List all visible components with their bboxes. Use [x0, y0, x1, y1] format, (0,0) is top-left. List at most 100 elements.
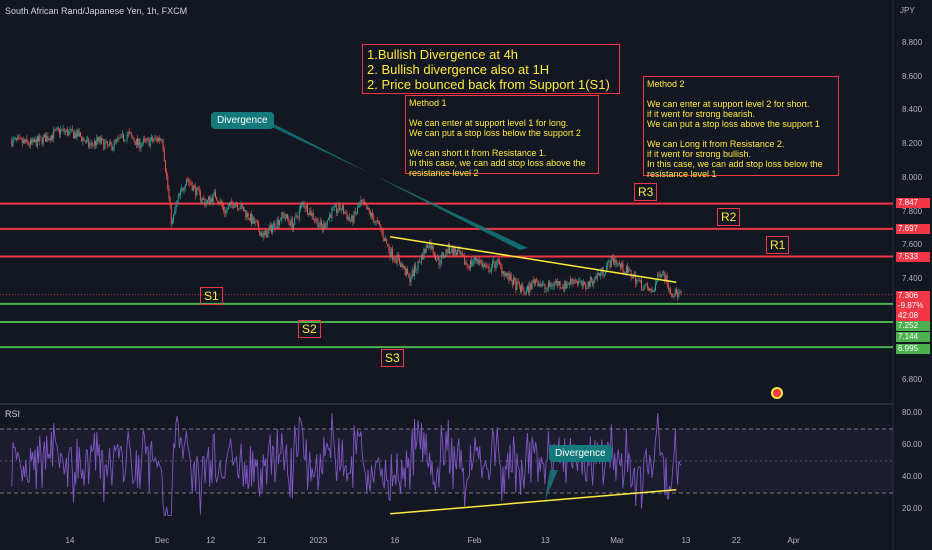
candle-body: [436, 259, 438, 261]
candle-body: [301, 203, 303, 206]
candle-body: [657, 273, 659, 281]
candle-body: [660, 274, 662, 277]
label-r3[interactable]: R3: [634, 183, 658, 201]
candle-body: [286, 214, 288, 218]
candle-body: [134, 141, 136, 146]
candle-body: [262, 232, 264, 238]
candle-body: [280, 219, 282, 221]
rsi-tick-label: 20.00: [902, 504, 923, 513]
economic-event-icon[interactable]: [771, 387, 783, 399]
candle-body: [281, 212, 283, 220]
time-tick-label: 13: [540, 536, 550, 545]
candle-body: [445, 249, 447, 256]
candle-body: [282, 212, 284, 215]
candle-body: [67, 129, 69, 136]
rsi-pane-label[interactable]: RSI: [5, 409, 21, 419]
candle-body: [610, 256, 612, 268]
candle-body: [511, 281, 513, 286]
candle-body: [496, 259, 498, 266]
candle-body: [524, 292, 526, 294]
candle-body: [247, 212, 249, 219]
candle-body: [547, 282, 549, 289]
candle-body: [197, 187, 199, 189]
candle-body: [658, 273, 660, 275]
candle-body: [578, 281, 580, 284]
candle-body: [535, 279, 537, 284]
label-s3[interactable]: S3: [381, 349, 404, 367]
candle-body: [171, 220, 173, 224]
candle-body: [370, 212, 372, 217]
candle-body: [631, 277, 633, 279]
candle-body: [135, 138, 137, 146]
label-s2[interactable]: S2: [298, 320, 321, 338]
candle-body: [155, 137, 157, 139]
candle-body: [189, 181, 191, 184]
candle-body: [266, 230, 268, 238]
candle-body: [215, 191, 216, 197]
candle-body: [391, 248, 393, 259]
candle-body: [77, 129, 79, 137]
price-tick-label: 8.400: [902, 105, 923, 115]
candle-body: [219, 200, 221, 204]
candle-body: [121, 133, 123, 135]
candle-body: [56, 128, 58, 129]
candle-body: [497, 259, 499, 261]
candle-body: [114, 140, 116, 142]
candle-body: [643, 286, 645, 291]
candle-body: [471, 260, 473, 265]
candle-body: [36, 136, 38, 147]
candle-body: [137, 138, 139, 145]
candle-body: [41, 137, 43, 144]
candle-body: [363, 201, 365, 205]
candle-body: [141, 143, 143, 146]
candle-body: [405, 268, 407, 275]
candle-body: [180, 189, 182, 196]
candle-body: [39, 136, 41, 142]
candle-body: [244, 210, 246, 212]
divergence-price-callout[interactable]: Divergence: [211, 112, 274, 129]
label-r2[interactable]: R2: [717, 208, 741, 226]
method2-annotation[interactable]: Method 2 We can enter at support level 2…: [643, 76, 839, 179]
candle-body: [581, 280, 583, 287]
price-trendline: [389, 236, 677, 284]
candle-body: [55, 128, 57, 131]
label-s1[interactable]: S1: [200, 287, 223, 305]
candle-body: [416, 269, 418, 270]
candle-body: [15, 138, 17, 140]
candle-body: [382, 231, 384, 238]
candle-body: [82, 138, 84, 142]
candle-body: [97, 137, 99, 141]
candle-body: [651, 289, 653, 292]
candle-body: [299, 205, 301, 210]
candle-body: [563, 287, 565, 289]
candle-body: [327, 217, 329, 221]
candle-body: [226, 209, 228, 211]
price-tick-label: 8.600: [902, 71, 923, 81]
summary-annotation[interactable]: 1.Bullish Divergence at 4h 2. Bullish di…: [362, 44, 620, 94]
candle-body: [310, 210, 312, 216]
candle-body: [462, 255, 464, 257]
candle-body: [628, 269, 630, 273]
candle-body: [235, 203, 237, 205]
label-r1[interactable]: R1: [766, 236, 790, 254]
candle-body: [488, 266, 490, 273]
divergence-rsi-callout[interactable]: Divergence: [549, 445, 612, 462]
price-tag-current: 7.306: [896, 291, 930, 301]
symbol-title[interactable]: South African Rand/Japanese Yen, 1h, FXC…: [5, 6, 188, 16]
candle-body: [414, 265, 416, 277]
candle-body: [334, 205, 336, 207]
price-tag-r2: 7.697: [896, 224, 930, 234]
candle-body: [362, 201, 364, 203]
price-tag-s1: 7.252: [896, 321, 930, 331]
candle-body: [295, 215, 297, 217]
time-tick-label: 13: [681, 536, 691, 545]
candle-body: [409, 274, 411, 283]
candle-body: [202, 197, 204, 201]
candle-body: [545, 288, 547, 290]
price-tag-r1: 7.533: [896, 252, 930, 262]
candle-body: [333, 205, 335, 208]
method1-annotation[interactable]: Method 1 We can enter at support level 1…: [405, 95, 599, 178]
candle-body: [367, 207, 369, 210]
